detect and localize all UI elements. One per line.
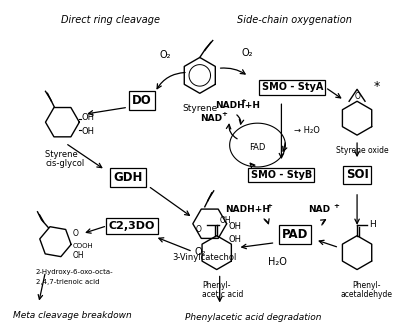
Text: Styrene: Styrene xyxy=(46,150,81,159)
Text: Phenylacetic acid degradation: Phenylacetic acid degradation xyxy=(185,313,321,322)
Text: 3-Vinylcatechol: 3-Vinylcatechol xyxy=(172,253,237,262)
Text: +: + xyxy=(222,111,228,117)
Text: Direct ring cleavage: Direct ring cleavage xyxy=(61,15,160,25)
Text: NAD: NAD xyxy=(200,114,222,123)
Text: H₂O: H₂O xyxy=(268,256,287,267)
Text: Meta cleavage breakdown: Meta cleavage breakdown xyxy=(13,311,131,320)
Text: SMO - StyB: SMO - StyB xyxy=(251,170,312,180)
Text: *: * xyxy=(374,80,380,93)
Text: 2,4,7-trienoic acid: 2,4,7-trienoic acid xyxy=(36,278,99,284)
Text: SOI: SOI xyxy=(346,169,368,181)
Text: O₂: O₂ xyxy=(159,51,171,60)
Text: O: O xyxy=(196,225,202,234)
Text: OH: OH xyxy=(229,235,242,244)
Text: O₂: O₂ xyxy=(194,247,206,256)
Text: Phenyl-: Phenyl- xyxy=(202,280,230,290)
Text: O: O xyxy=(72,229,78,238)
Text: OH: OH xyxy=(220,216,231,225)
Text: NAD: NAD xyxy=(308,205,330,214)
Text: 2-Hydroxy-6-oxo-octa-: 2-Hydroxy-6-oxo-octa- xyxy=(36,269,113,275)
Text: H: H xyxy=(369,220,376,229)
Text: NADH+H: NADH+H xyxy=(225,205,270,214)
Text: +: + xyxy=(333,203,339,209)
Text: cis-glycol: cis-glycol xyxy=(46,159,85,168)
Text: Styrene: Styrene xyxy=(182,104,218,113)
Text: OH: OH xyxy=(81,113,94,122)
Text: COOH: COOH xyxy=(72,243,93,249)
Text: OH: OH xyxy=(81,127,94,136)
Text: OH: OH xyxy=(72,251,84,260)
Text: FAD: FAD xyxy=(249,143,266,152)
Text: PAD: PAD xyxy=(282,228,308,241)
Text: Styrene oxide: Styrene oxide xyxy=(336,146,388,155)
Text: C2,3DO: C2,3DO xyxy=(109,221,155,231)
Text: → H₂O: → H₂O xyxy=(294,126,320,134)
Text: Phenyl-: Phenyl- xyxy=(352,280,380,290)
Text: NADH+H: NADH+H xyxy=(215,101,260,110)
Text: DO: DO xyxy=(132,94,152,107)
Text: +: + xyxy=(266,203,272,209)
Text: SMO - StyA: SMO - StyA xyxy=(262,82,323,92)
Text: +: + xyxy=(241,98,246,104)
Text: O: O xyxy=(354,92,360,101)
Text: acetic acid: acetic acid xyxy=(202,291,243,299)
Text: GDH: GDH xyxy=(114,172,143,184)
Text: OH: OH xyxy=(229,222,242,231)
Text: O₂: O₂ xyxy=(242,49,253,58)
Text: Side-chain oxygenation: Side-chain oxygenation xyxy=(237,15,352,25)
Text: acetaldehyde: acetaldehyde xyxy=(340,291,392,299)
